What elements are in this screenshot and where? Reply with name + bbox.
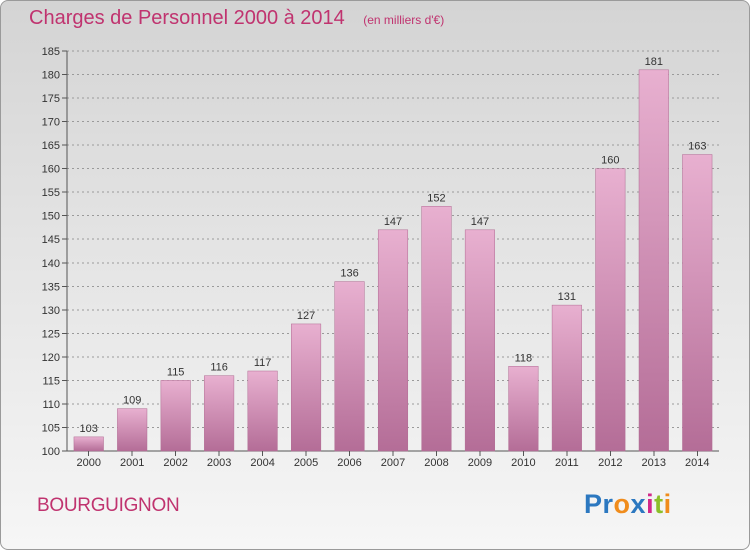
bar [508,366,539,452]
x-tick-label: 2010 [511,457,535,469]
y-tick-label: 180 [42,70,60,82]
x-tick-label: 2003 [207,457,231,469]
logo-letter: r [602,489,614,519]
bar-value-label: 152 [427,192,445,204]
bar-value-label: 103 [80,423,98,435]
y-tick-label: 165 [42,140,60,152]
y-tick-label: 115 [42,375,60,387]
bar-value-label: 181 [645,56,663,68]
bar-value-label: 147 [471,216,489,228]
bar [73,436,104,452]
chart-title: Charges de Personnel 2000 à 2014 [29,7,345,29]
y-tick-label: 125 [42,328,60,340]
commune-name: BOURGUIGNON [37,495,180,516]
x-tick-label: 2012 [598,457,622,469]
x-tick-label: 2009 [468,457,492,469]
bar-value-label: 163 [688,141,706,153]
bar [247,370,278,452]
y-tick-label: 135 [42,281,60,293]
x-tick-label: 2014 [685,457,709,469]
x-tick-label: 2008 [424,457,448,469]
bar [334,281,365,452]
chart-subtitle: (en milliers d'€) [363,13,445,27]
bar-value-label: 127 [297,310,315,322]
y-tick-label: 185 [42,46,60,58]
x-tick-label: 2001 [120,457,144,469]
bar-value-label: 109 [123,395,141,407]
bar [204,375,235,452]
y-tick-label: 140 [42,258,60,270]
bar-value-label: 117 [254,357,272,369]
bar-value-label: 160 [601,155,619,167]
y-tick-label: 160 [42,164,60,176]
bar-value-label: 136 [340,268,358,280]
x-tick-label: 2000 [76,457,100,469]
bar-value-label: 118 [515,352,533,364]
logo-letter: t [654,489,664,519]
y-tick-label: 120 [42,352,60,364]
bar [464,229,495,452]
x-tick-label: 2007 [381,457,405,469]
logo-letter: i [646,489,655,519]
logo-letter: i [663,489,672,519]
y-tick-label: 100 [42,446,60,458]
bar [291,323,322,452]
y-tick-label: 155 [42,187,60,199]
x-tick-label: 2013 [642,457,666,469]
x-tick-label: 2011 [555,457,579,469]
x-tick-label: 2006 [337,457,361,469]
logo-letter: x [630,489,647,519]
y-tick-label: 150 [42,211,60,223]
y-tick-label: 170 [42,117,60,129]
bar-value-label: 131 [558,291,576,303]
logo-letter: o [613,489,631,519]
bar [377,229,409,452]
y-tick-label: 145 [42,234,60,246]
bar [117,408,148,452]
bar [595,168,626,452]
y-tick-label: 130 [42,305,60,317]
x-tick-label: 2004 [250,457,274,469]
bar [682,154,713,452]
bar [160,380,191,452]
bar [421,206,452,452]
y-tick-label: 175 [42,93,60,105]
bar-value-label: 147 [384,216,402,228]
bar [638,69,669,452]
logo-letter: P [584,489,603,519]
proxiti-logo[interactable]: Proxiti [584,489,672,520]
bar [551,304,582,452]
x-tick-label: 2002 [163,457,187,469]
x-tick-label: 2005 [294,457,318,469]
y-tick-label: 105 [42,422,60,434]
bar-value-label: 116 [210,362,228,374]
bar-value-label: 115 [167,366,185,378]
y-tick-label: 110 [42,399,60,411]
title-row: Charges de Personnel 2000 à 2014 (en mil… [29,7,444,30]
